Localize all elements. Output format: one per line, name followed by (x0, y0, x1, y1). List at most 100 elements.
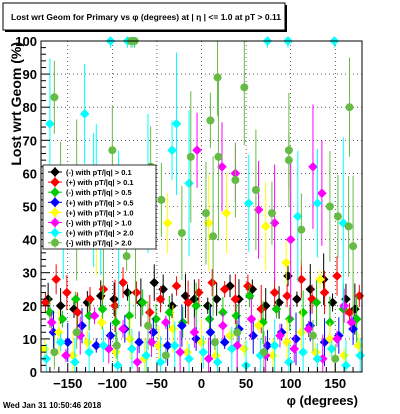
data-point (168, 324, 178, 334)
data-point (326, 344, 337, 354)
legend-entries: (-) with pT/|q| > 0.1(+) with pT/|q| > 0… (48, 167, 134, 248)
data-point (284, 357, 294, 367)
legend-marker (51, 238, 59, 247)
data-point (325, 202, 334, 211)
data-point (149, 277, 160, 288)
x-tick-label: 0 (198, 376, 205, 391)
data-point (72, 328, 81, 337)
data-point (212, 357, 223, 367)
data-point (205, 327, 216, 338)
data-point (308, 161, 318, 172)
data-point (333, 212, 342, 221)
legend-box (42, 164, 157, 250)
series-5 (39, 164, 364, 372)
data-point (332, 334, 342, 344)
data-point (191, 301, 201, 311)
data-point (157, 195, 166, 204)
data-point (338, 218, 349, 228)
legend-marker (50, 227, 60, 238)
data-point (196, 337, 207, 348)
data-point (255, 350, 266, 361)
data-point (227, 344, 237, 354)
data-point (282, 337, 292, 348)
data-point (111, 317, 121, 328)
data-point (232, 340, 242, 351)
data-point (77, 320, 87, 331)
data-point (50, 93, 59, 102)
x-axis-label: φ (degrees) (287, 393, 358, 408)
data-point (111, 347, 121, 357)
y-tick-label: 60 (23, 166, 37, 181)
data-point (285, 234, 296, 245)
data-point (251, 185, 260, 194)
y-axis-label: Lost wrt Geom (%) (8, 42, 24, 166)
data-point (243, 281, 253, 291)
legend-marker (50, 217, 60, 228)
data-point (281, 257, 292, 268)
data-point (134, 337, 144, 348)
data-point (48, 327, 59, 338)
x-tick-label: 150 (324, 376, 346, 391)
data-point (247, 284, 258, 295)
data-point (51, 274, 61, 285)
data-point (184, 353, 194, 364)
legend-marker (50, 167, 60, 177)
data-point (348, 324, 358, 334)
x-axis: −150 −100 −50 0 50 100 150 (40, 363, 363, 391)
y-tick-label: 100 (15, 34, 37, 49)
data-point (305, 284, 316, 295)
data-point (137, 297, 148, 308)
data-point (189, 327, 200, 338)
legend-marker (50, 197, 60, 208)
data-point (339, 350, 349, 361)
data-point (239, 344, 250, 354)
data-point (210, 338, 219, 347)
data-point (345, 103, 354, 112)
data-point (45, 118, 55, 129)
data-point (240, 83, 249, 92)
data-point (144, 307, 155, 318)
data-point (230, 294, 241, 304)
data-point (210, 350, 221, 361)
legend-label: (-) with pT/|q| > 1.0 (66, 219, 132, 228)
data-point (57, 314, 68, 324)
data-point (182, 347, 193, 357)
data-point (269, 218, 280, 228)
data-point (260, 221, 271, 232)
data-point (141, 350, 152, 361)
data-point (315, 274, 325, 285)
data-point (110, 301, 120, 311)
data-point (167, 301, 177, 311)
data-point (284, 156, 293, 165)
data-point (177, 228, 186, 237)
data-point (162, 218, 173, 228)
data-point (271, 304, 282, 314)
data-point (201, 209, 210, 218)
data-point (204, 314, 215, 324)
data-point (132, 357, 143, 367)
legend: (-) with pT/|q| > 0.1(+) with pT/|q| > 0… (42, 164, 157, 250)
legend-label: (-) with pT/|q| > 0.5 (66, 188, 132, 197)
data-point (82, 337, 93, 348)
data-point (203, 353, 214, 364)
data-point (125, 334, 135, 344)
legend-entry: (+) with pT/|q| > 0.1 (48, 177, 134, 188)
data-point (153, 340, 164, 351)
y-axis: 0 10 20 30 40 50 60 70 80 90 100 (15, 34, 50, 380)
data-point (317, 188, 327, 199)
data-point (219, 284, 230, 295)
data-point (158, 284, 168, 295)
data-point (293, 211, 303, 222)
data-point (122, 252, 131, 261)
data-point (39, 344, 50, 354)
data-point (108, 146, 117, 155)
data-point (311, 297, 322, 308)
data-point (303, 324, 314, 334)
y-tick-label: 50 (23, 200, 37, 215)
data-point (214, 152, 223, 161)
data-point (183, 297, 193, 308)
data-point (262, 340, 273, 351)
data-point (221, 208, 232, 218)
data-point (40, 297, 51, 308)
data-point (72, 307, 83, 318)
